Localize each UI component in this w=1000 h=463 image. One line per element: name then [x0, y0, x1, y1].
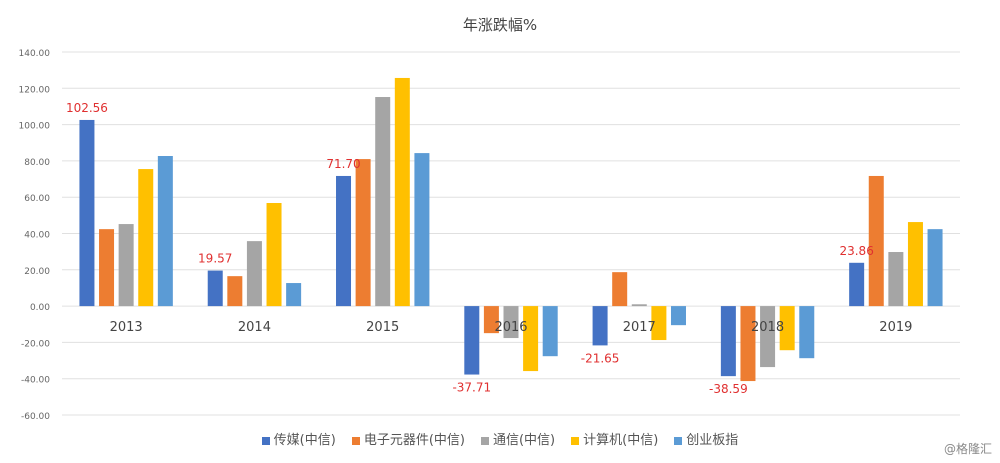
- bar: [355, 159, 371, 307]
- y-tick-label: 60.00: [24, 194, 50, 204]
- bar: [907, 222, 923, 307]
- chart-title: 年涨跌幅%: [462, 16, 538, 34]
- bar: [266, 203, 282, 307]
- bar: [227, 276, 243, 307]
- legend-label: 计算机(中信): [583, 433, 659, 448]
- legend-item: 传媒(中信): [261, 429, 336, 448]
- legend-item: 通信(中信): [480, 429, 556, 448]
- bar: [79, 119, 95, 307]
- bar: [157, 155, 173, 307]
- y-tick-label: -60.00: [21, 412, 50, 422]
- bar: [503, 306, 519, 339]
- bar: [336, 175, 352, 307]
- bar: [670, 306, 686, 326]
- bar: [118, 224, 134, 307]
- bar: [927, 229, 943, 307]
- legend-swatch: [571, 436, 580, 445]
- legend-swatch: [480, 436, 489, 445]
- legend-swatch: [674, 436, 683, 445]
- bar: [542, 306, 558, 357]
- bar: [483, 306, 499, 334]
- y-tick-label: 20.00: [24, 267, 50, 277]
- bar: [849, 262, 865, 307]
- bar: [138, 169, 154, 307]
- bar: [286, 283, 302, 307]
- watermark: @格隆汇: [943, 442, 992, 456]
- bar: [868, 175, 884, 307]
- y-tick-label: 80.00: [24, 158, 50, 168]
- bar: [464, 306, 480, 375]
- legend-item: 创业板指: [674, 429, 738, 448]
- y-tick-label: -40.00: [21, 376, 50, 386]
- legend-item: 电子元器件(中信): [351, 429, 465, 448]
- bar: [720, 306, 736, 377]
- data-label: -38.59: [709, 382, 748, 396]
- x-tick-label: 2016: [494, 320, 527, 335]
- data-label: 23.86: [839, 244, 873, 258]
- legend-label: 传媒(中信): [273, 433, 336, 448]
- x-tick-label: 2017: [623, 320, 656, 335]
- legend-swatch: [261, 436, 270, 445]
- y-tick-label: 140.00: [19, 49, 51, 59]
- legend-swatch: [351, 436, 360, 445]
- bar: [394, 77, 410, 307]
- legend-label: 电子元器件(中信): [363, 433, 465, 448]
- bar: [375, 97, 391, 307]
- bar: [760, 306, 776, 368]
- data-label: -21.65: [581, 351, 620, 365]
- bar: [631, 304, 647, 307]
- bar: [592, 306, 608, 346]
- bar: [99, 229, 115, 307]
- y-tick-label: 40.00: [24, 231, 50, 241]
- bar: [523, 306, 539, 372]
- legend-item: 计算机(中信): [571, 429, 658, 448]
- y-tick-label: 120.00: [19, 85, 51, 95]
- x-tick-label: 2019: [879, 320, 912, 335]
- y-tick-label: 100.00: [19, 122, 51, 132]
- y-tick-label: 0.00: [30, 303, 50, 313]
- bar: [888, 252, 904, 307]
- y-tick-label: -20.00: [21, 339, 50, 349]
- bar: [799, 306, 815, 359]
- bar: [612, 272, 628, 307]
- legend-label: 通信(中信): [492, 433, 556, 448]
- bar: [414, 153, 430, 307]
- bar: [740, 306, 756, 382]
- x-tick-label: 2014: [238, 320, 271, 335]
- data-label: 102.56: [66, 101, 108, 115]
- legend: 传媒(中信) 电子元器件(中信) 通信(中信) 计算机(中信) 创业板指: [0, 429, 1000, 448]
- data-label: -37.71: [452, 381, 491, 395]
- bar: [779, 306, 795, 351]
- x-tick-label: 2013: [110, 320, 143, 335]
- bar: [246, 241, 262, 307]
- data-label: 71.70: [326, 157, 360, 171]
- bar: [207, 270, 223, 307]
- bar: [651, 306, 667, 341]
- x-tick-label: 2015: [366, 320, 399, 335]
- x-tick-label: 2018: [751, 320, 784, 335]
- data-label: 19.57: [198, 252, 232, 266]
- legend-label: 创业板指: [686, 433, 739, 448]
